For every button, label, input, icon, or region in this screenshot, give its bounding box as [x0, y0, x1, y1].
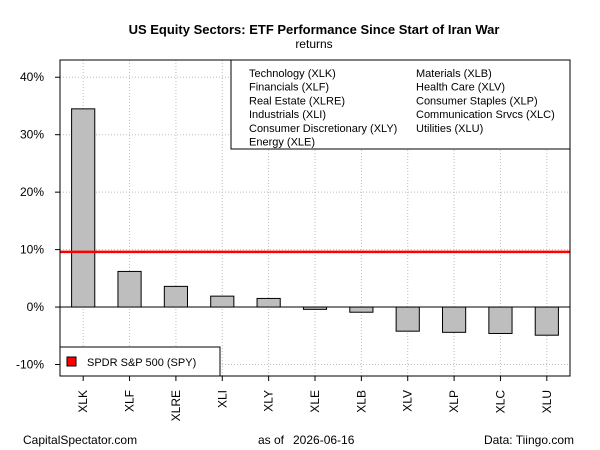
y-tick-label: 10%: [20, 243, 44, 257]
x-axis-ticks: XLK XLF XLRE XLI XLY XLE XLB XLV XLP XLC XLU: [76, 376, 554, 421]
spy-legend-label: SPDR S&P 500 (SPY): [87, 357, 196, 369]
x-tick-label: XLP: [447, 390, 461, 413]
bar-xlv: [395, 306, 420, 332]
bar-xlf: [117, 270, 142, 308]
bar-xli: [210, 295, 235, 308]
sector-legend-entry: Consumer Discretionary (XLY): [249, 123, 397, 135]
chart-title: US Equity Sectors: ETF Performance Since…: [129, 22, 500, 37]
x-tick-label: XLI: [215, 390, 229, 408]
bar-xlu: [534, 306, 559, 336]
sector-legend-entry: Materials (XLB): [416, 68, 492, 80]
footer-source-right: Data: Tiingo.com: [484, 433, 574, 447]
bar-xlp: [442, 306, 467, 333]
spy-legend: SPDR S&P 500 (SPY): [59, 346, 221, 377]
chart-subtitle: returns: [295, 37, 332, 51]
sector-legend: Technology (XLK) Financials (XLF)Real Est…: [230, 59, 571, 150]
spy-legend-swatch: [66, 356, 77, 367]
x-tick-label: XLRE: [169, 390, 183, 421]
x-tick-label: XLE: [308, 390, 322, 413]
sector-legend-entry: Technology (XLK): [249, 68, 336, 80]
y-tick-label: -10%: [16, 358, 44, 372]
sector-legend-entry: Real Estate (XLRE): [249, 95, 345, 107]
y-axis-ticks: -10% 0% 10% 20% 30% 40%: [16, 70, 60, 372]
y-tick-label: 20%: [20, 185, 44, 199]
sector-legend-box: [230, 59, 571, 150]
footer-source-left: CapitalSpectator.com: [23, 433, 137, 447]
bar-xlc: [488, 306, 513, 334]
bars: [71, 108, 559, 336]
sector-legend-entry: Financials (XLF): [249, 82, 329, 94]
x-tick-label: XLF: [123, 390, 137, 412]
footer-date: 2026-06-16: [293, 433, 355, 447]
sector-legend-entry: Utilities (XLU): [416, 123, 483, 135]
y-tick-label: 0%: [27, 300, 45, 314]
footer-date-prefix: as of: [258, 433, 285, 447]
y-tick-label: 30%: [20, 128, 44, 142]
x-tick-label: XLB: [354, 390, 368, 413]
x-tick-label: XLY: [262, 390, 276, 412]
spy-legend-box: [59, 346, 221, 377]
x-tick-label: XLU: [540, 390, 554, 413]
bar-xlk: [71, 108, 96, 308]
sector-legend-entry: Communication Srvcs (XLC): [416, 109, 555, 121]
x-tick-label: XLC: [493, 390, 507, 414]
bar-xly: [256, 297, 281, 308]
sector-legend-entry: Energy (XLE): [249, 137, 315, 149]
sector-legend-entry: Consumer Staples (XLP): [416, 95, 538, 107]
sector-legend-entry: Industrials (XLI): [249, 109, 326, 121]
bar-xle: [302, 306, 328, 310]
sector-legend-entry: Health Care (XLV): [416, 82, 505, 94]
x-tick-label: XLV: [401, 390, 415, 412]
x-tick-label: XLK: [76, 390, 90, 413]
y-tick-label: 40%: [20, 70, 44, 84]
bar-xlre: [163, 285, 188, 308]
bar-xlb: [349, 306, 374, 313]
